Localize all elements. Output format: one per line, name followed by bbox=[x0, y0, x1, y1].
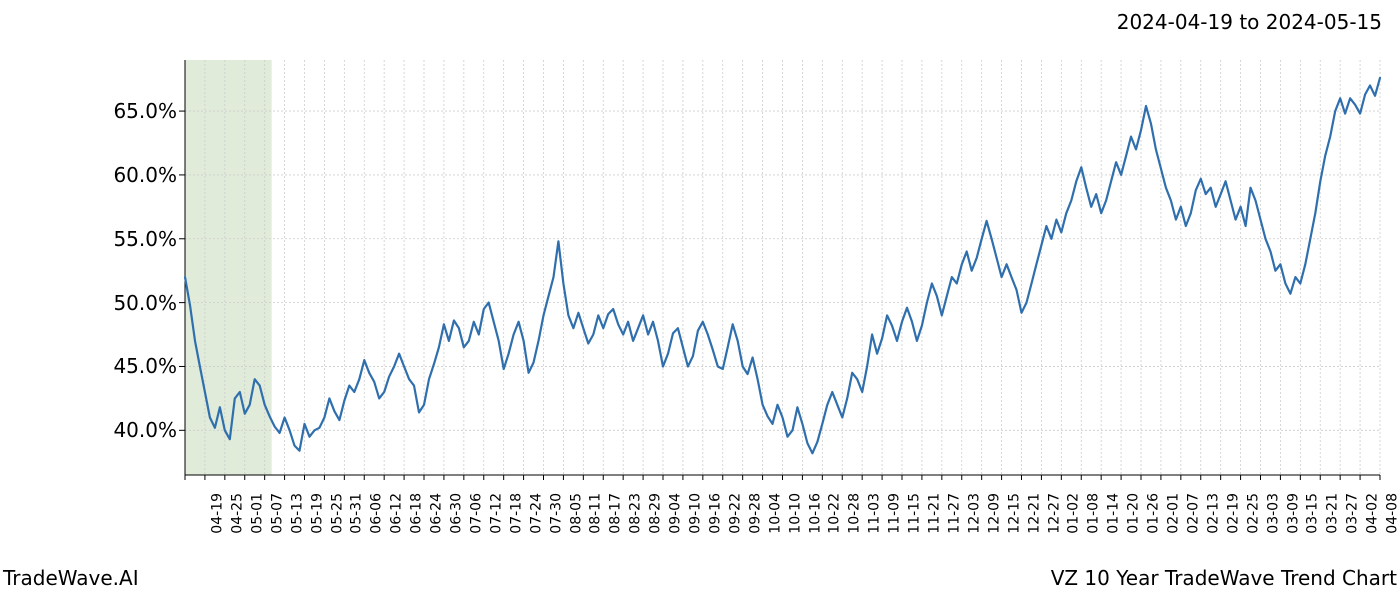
footer-title: VZ 10 Year TradeWave Trend Chart bbox=[1051, 566, 1397, 590]
x-tick-label: 01-08 bbox=[1086, 493, 1102, 534]
x-tick-label: 11-21 bbox=[927, 493, 943, 534]
x-tick-label: 11-03 bbox=[867, 493, 883, 534]
x-tick-label: 04-19 bbox=[210, 493, 226, 534]
x-tick-label: 03-09 bbox=[1285, 493, 1301, 534]
x-tick-label: 09-10 bbox=[688, 493, 704, 534]
x-tick-label: 06-06 bbox=[369, 493, 385, 534]
x-tick-label: 02-25 bbox=[1245, 493, 1261, 534]
x-tick-label: 11-15 bbox=[907, 493, 923, 534]
x-tick-label: 12-27 bbox=[1046, 493, 1062, 534]
x-tick-label: 05-01 bbox=[250, 493, 266, 534]
x-tick-label: 03-27 bbox=[1345, 493, 1361, 534]
y-tick-label: 65.0% bbox=[95, 99, 177, 123]
x-tick-label: 08-11 bbox=[588, 493, 604, 534]
x-tick-label: 08-05 bbox=[568, 493, 584, 534]
x-tick-label: 10-28 bbox=[847, 493, 863, 534]
x-tick-label: 01-02 bbox=[1066, 493, 1082, 534]
x-tick-label: 10-22 bbox=[827, 493, 843, 534]
x-tick-label: 02-07 bbox=[1186, 493, 1202, 534]
x-tick-label: 10-10 bbox=[787, 493, 803, 534]
x-tick-label: 01-20 bbox=[1126, 493, 1142, 534]
x-tick-label: 09-22 bbox=[728, 493, 744, 534]
x-tick-label: 12-15 bbox=[1006, 493, 1022, 534]
x-tick-label: 12-09 bbox=[986, 493, 1002, 534]
y-tick-label: 40.0% bbox=[95, 418, 177, 442]
x-tick-label: 10-16 bbox=[807, 493, 823, 534]
x-tick-label: 08-23 bbox=[628, 493, 644, 534]
x-tick-label: 12-21 bbox=[1026, 493, 1042, 534]
x-tick-label: 11-09 bbox=[887, 493, 903, 534]
y-tick-label: 60.0% bbox=[95, 163, 177, 187]
x-tick-label: 04-25 bbox=[230, 493, 246, 534]
x-tick-label: 11-27 bbox=[947, 493, 963, 534]
x-tick-label: 02-13 bbox=[1206, 493, 1222, 534]
x-tick-label: 08-29 bbox=[648, 493, 664, 534]
x-tick-label: 01-14 bbox=[1106, 493, 1122, 534]
x-tick-label: 07-24 bbox=[528, 493, 544, 534]
x-tick-label: 05-13 bbox=[289, 493, 305, 534]
x-tick-label: 05-31 bbox=[349, 493, 365, 534]
x-tick-label: 12-03 bbox=[967, 493, 983, 534]
x-tick-label: 06-30 bbox=[449, 493, 465, 534]
x-tick-label: 01-26 bbox=[1146, 493, 1162, 534]
x-tick-label: 02-01 bbox=[1166, 493, 1182, 534]
x-tick-label: 03-15 bbox=[1305, 493, 1321, 534]
x-tick-label: 06-24 bbox=[429, 493, 445, 534]
x-tick-label: 06-18 bbox=[409, 493, 425, 534]
x-tick-label: 07-12 bbox=[489, 493, 505, 534]
x-tick-label: 02-19 bbox=[1225, 493, 1241, 534]
x-tick-label: 09-16 bbox=[708, 493, 724, 534]
x-tick-label: 10-04 bbox=[767, 493, 783, 534]
x-tick-label: 08-17 bbox=[608, 493, 624, 534]
footer-brand: TradeWave.AI bbox=[3, 566, 139, 590]
x-tick-label: 05-25 bbox=[329, 493, 345, 534]
trend-chart: 2024-04-19 to 2024-05-15 40.0%45.0%50.0%… bbox=[0, 0, 1400, 600]
x-tick-label: 09-04 bbox=[668, 493, 684, 534]
x-tick-label: 07-06 bbox=[469, 493, 485, 534]
x-tick-label: 04-02 bbox=[1365, 493, 1381, 534]
x-tick-label: 09-28 bbox=[747, 493, 763, 534]
x-tick-label: 07-18 bbox=[508, 493, 524, 534]
x-tick-label: 03-03 bbox=[1265, 493, 1281, 534]
x-tick-label: 04-08 bbox=[1385, 493, 1400, 534]
x-tick-label: 05-19 bbox=[309, 493, 325, 534]
y-tick-label: 45.0% bbox=[95, 354, 177, 378]
y-tick-label: 55.0% bbox=[95, 227, 177, 251]
x-tick-label: 05-07 bbox=[269, 493, 285, 534]
x-tick-label: 07-30 bbox=[548, 493, 564, 534]
y-tick-label: 50.0% bbox=[95, 291, 177, 315]
x-tick-label: 06-12 bbox=[389, 493, 405, 534]
x-tick-label: 03-21 bbox=[1325, 493, 1341, 534]
